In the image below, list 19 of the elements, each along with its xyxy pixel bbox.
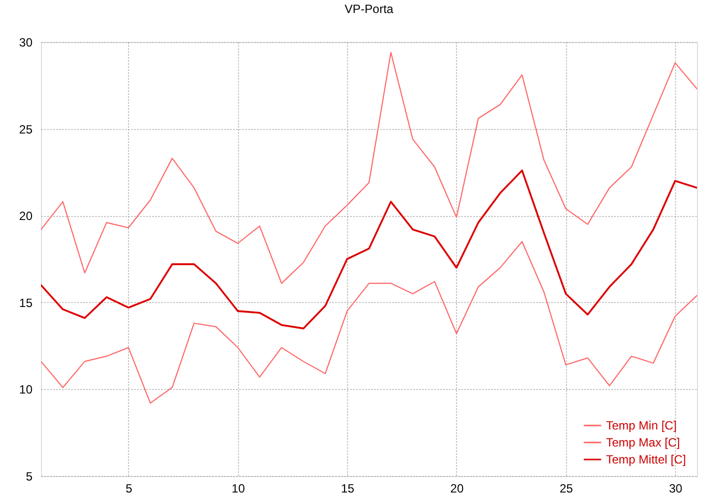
chart-title: VP-Porta (344, 2, 394, 16)
legend-label: Temp Max [C] (606, 436, 680, 450)
line-series (41, 241, 697, 404)
y-tick-label: 20 (19, 209, 33, 224)
y-tick-label: 30 (19, 36, 33, 50)
y-tick-label: 10 (19, 382, 33, 397)
legend-label: Temp Mittel [C] (606, 452, 686, 466)
y-tick-label: 15 (19, 296, 33, 310)
y-tick-label: 5 (26, 470, 33, 484)
y-tick-label: 25 (19, 122, 33, 136)
line-series (41, 170, 697, 330)
x-tick-label: 20 (450, 482, 464, 496)
x-tick-label: 5 (126, 482, 133, 496)
line-series (41, 52, 697, 284)
legend-label: Temp Min [C] (606, 418, 677, 432)
x-tick-label: 25 (560, 482, 574, 496)
x-tick-label: 15 (340, 482, 355, 496)
x-tick-label: 30 (668, 482, 683, 496)
x-tick-label: 10 (232, 482, 246, 496)
